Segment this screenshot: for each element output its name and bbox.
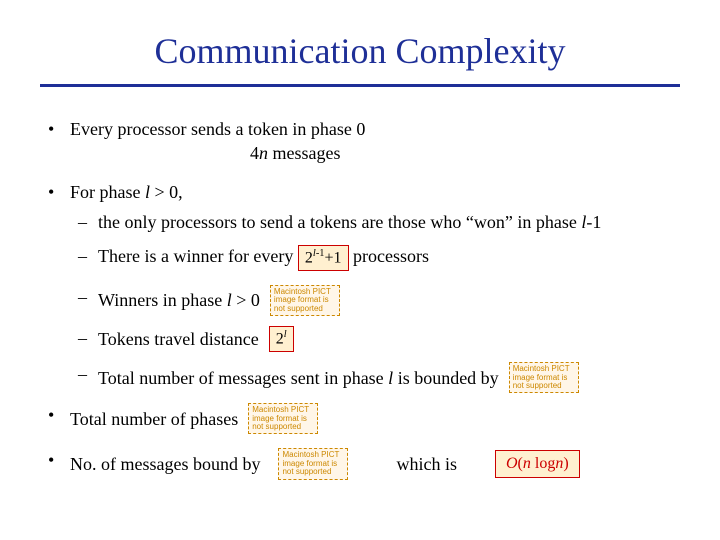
title-rule (40, 84, 680, 87)
sub-winners-text: Winners in phase l > 0 (98, 288, 260, 312)
pict-placeholder-icon: Macintosh PICT image format is not suppo… (509, 362, 579, 393)
bullet-2-sub1: the only processors to send a tokens are… (98, 210, 680, 234)
bullet-2: For phase l > 0, the only processors to … (70, 180, 680, 271)
sub-tokens-travel: Tokens travel distance 2l (98, 326, 680, 352)
bullet-1-line2: 4n messages (250, 141, 680, 165)
slide-body: Every processor sends a token in phase 0… (40, 117, 680, 480)
bullet-2-sub2: There is a winner for every 2l-1+1 proce… (98, 244, 680, 271)
pict-placeholder-icon: Macintosh PICT image format is not suppo… (278, 448, 348, 479)
slide-title: Communication Complexity (40, 30, 680, 72)
bullet-1: Every processor sends a token in phase 0… (70, 117, 680, 166)
pict-placeholder-icon: Macintosh PICT image format is not suppo… (248, 403, 318, 434)
sub-list-2: Winners in phase l > 0 Macintosh PICT im… (40, 285, 680, 393)
bullet-list-2: Total number of phases Macintosh PICT im… (40, 403, 680, 479)
bullet-1-line1: Every processor sends a token in phase 0 (70, 119, 365, 139)
bullet-4: No. of messages bound by Macintosh PICT … (70, 448, 680, 479)
slide: Communication Complexity Every processor… (0, 0, 720, 540)
bullet-2-sublist: the only processors to send a tokens are… (70, 210, 680, 271)
formula-box-2: 2l (269, 326, 294, 352)
bullet-list: Every processor sends a token in phase 0… (40, 117, 680, 271)
formula-box-1: 2l-1+1 (298, 245, 349, 271)
sub-winners: Winners in phase l > 0 Macintosh PICT im… (98, 285, 680, 316)
sub-total-msgs-text: Total number of messages sent in phase l… (98, 366, 499, 390)
bullet-2-text: For phase l > 0, (70, 182, 183, 202)
sub-total-msgs: Total number of messages sent in phase l… (98, 362, 680, 393)
pict-placeholder-icon: Macintosh PICT image format is not suppo… (270, 285, 340, 316)
big-o-box: O(n logn) (495, 450, 580, 478)
bullet-3: Total number of phases Macintosh PICT im… (70, 403, 680, 434)
